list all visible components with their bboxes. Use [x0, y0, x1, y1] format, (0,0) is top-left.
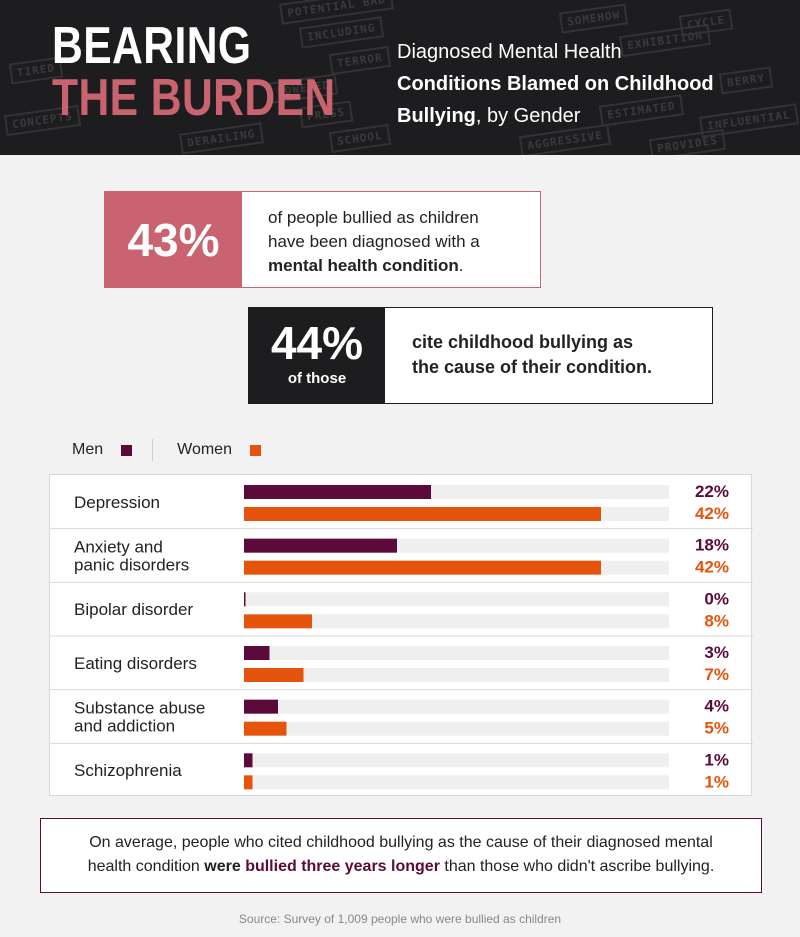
stat-box-cite-bullying: 44% of those cite childhood bullying as …: [248, 307, 713, 404]
category-label: Depression: [74, 493, 160, 512]
category-label: Bipolar disorder: [74, 600, 193, 619]
background-word: DERAILING: [178, 122, 264, 155]
bar-men: [244, 646, 270, 660]
subtitle-bold: Conditions Blamed on Childhood Bullying: [397, 73, 714, 127]
background-word: SOMEHOW: [558, 3, 629, 34]
note-text-1: On average, people who cited childhood b…: [89, 834, 713, 851]
value-label-women: 42%: [695, 504, 729, 523]
category-label: Schizophrenia: [74, 761, 182, 780]
header-banner: POTENTIAL BAD INCLUDING TERROR POWERED PRESS…: [0, 0, 800, 155]
source-note: Source: Survey of 1,009 people who were …: [238, 912, 562, 926]
value-label-women: 42%: [695, 558, 729, 577]
value-label-women: 5%: [704, 719, 729, 738]
background-word: SCHOOL: [328, 123, 391, 154]
stat-text-line-2: have been diagnosed with a: [268, 232, 480, 251]
bar-women: [244, 560, 601, 575]
background-word: TERROR: [328, 45, 391, 76]
note-highlight: bullied three years longer: [245, 858, 440, 875]
bar-women: [244, 775, 253, 790]
bar-track: [244, 699, 669, 714]
value-label-men: 4%: [704, 697, 729, 716]
category-label: panic disorders: [74, 556, 189, 575]
subtitle-prefix: Diagnosed Mental Health: [397, 41, 622, 63]
bar-men: [244, 699, 278, 714]
stat-box-diagnosed: 43% of people bullied as children have b…: [104, 191, 541, 288]
background-word: PROVIDES: [648, 128, 727, 155]
bar-women: [244, 507, 601, 521]
value-label-women: 8%: [704, 611, 729, 630]
background-word: INCLUDING: [298, 16, 384, 49]
note-text-2: health condition: [87, 858, 205, 875]
bar-men: [244, 753, 253, 768]
average-note: On average, people who cited childhood b…: [40, 818, 762, 893]
bar-track: [244, 721, 669, 736]
bar-track: [244, 592, 669, 607]
chart-legend: Men Women: [72, 438, 261, 462]
legend-divider: [152, 439, 154, 461]
category-label: and addiction: [74, 717, 175, 736]
value-label-men: 22%: [695, 482, 729, 501]
stat-text-end: .: [458, 256, 464, 275]
legend-swatch-men: [121, 444, 133, 456]
bar-women: [244, 614, 312, 629]
bar-women: [244, 668, 304, 682]
bar-track: [244, 614, 669, 629]
stat-value-sub: of those: [287, 370, 347, 387]
bar-chart: Depression 22% 42% Anxiety and panic disorde…: [49, 474, 753, 796]
stat-value-diagnosed: 43%: [105, 192, 242, 287]
stat-text-bold: mental health condition: [268, 256, 459, 275]
bar-track: [244, 753, 669, 768]
value-label-men: 18%: [695, 536, 729, 555]
stat-text-line-2: the cause of their condition.: [412, 357, 653, 377]
stat-text-cite: cite childhood bullying as the cause of …: [412, 330, 652, 380]
stat-value-cite: 44%: [270, 317, 364, 369]
background-word: CYCLE: [678, 8, 734, 37]
category-label: Substance abuse: [74, 699, 205, 718]
value-label-women: 7%: [704, 665, 729, 684]
value-label-women: 1%: [704, 772, 729, 791]
subtitle: Diagnosed Mental Health Conditions Blame…: [397, 36, 787, 132]
subtitle-suffix: , by Gender: [475, 105, 581, 127]
bar-track: [244, 668, 669, 682]
category-label: Eating disorders: [74, 654, 197, 673]
bar-women: [244, 721, 287, 736]
legend-swatch-women: [249, 444, 261, 456]
value-label-men: 1%: [704, 750, 729, 769]
bar-men: [244, 485, 431, 499]
value-label-men: 0%: [704, 589, 729, 608]
note-text-bold: were: [204, 858, 241, 875]
stat-text-line-1: cite childhood bullying as: [412, 332, 634, 352]
legend-label-men: Men: [72, 441, 104, 458]
legend-label-women: Women: [177, 441, 232, 458]
stat-value-block: 44% of those: [249, 308, 385, 403]
title-line-2: THE BURDEN: [52, 69, 336, 127]
title-line-1: BEARING: [52, 17, 252, 75]
value-label-men: 3%: [704, 643, 729, 662]
bar-track: [244, 775, 669, 790]
bar-men: [244, 538, 397, 553]
stat-text-line-1: of people bullied as children: [268, 208, 479, 227]
bar-men: [244, 592, 246, 607]
category-label: Anxiety and: [74, 538, 163, 557]
stat-text-diagnosed: of people bullied as children have been …: [268, 206, 480, 278]
bar-track: [244, 646, 669, 660]
note-text-end: than those who didn't ascribe bullying.: [439, 858, 715, 875]
